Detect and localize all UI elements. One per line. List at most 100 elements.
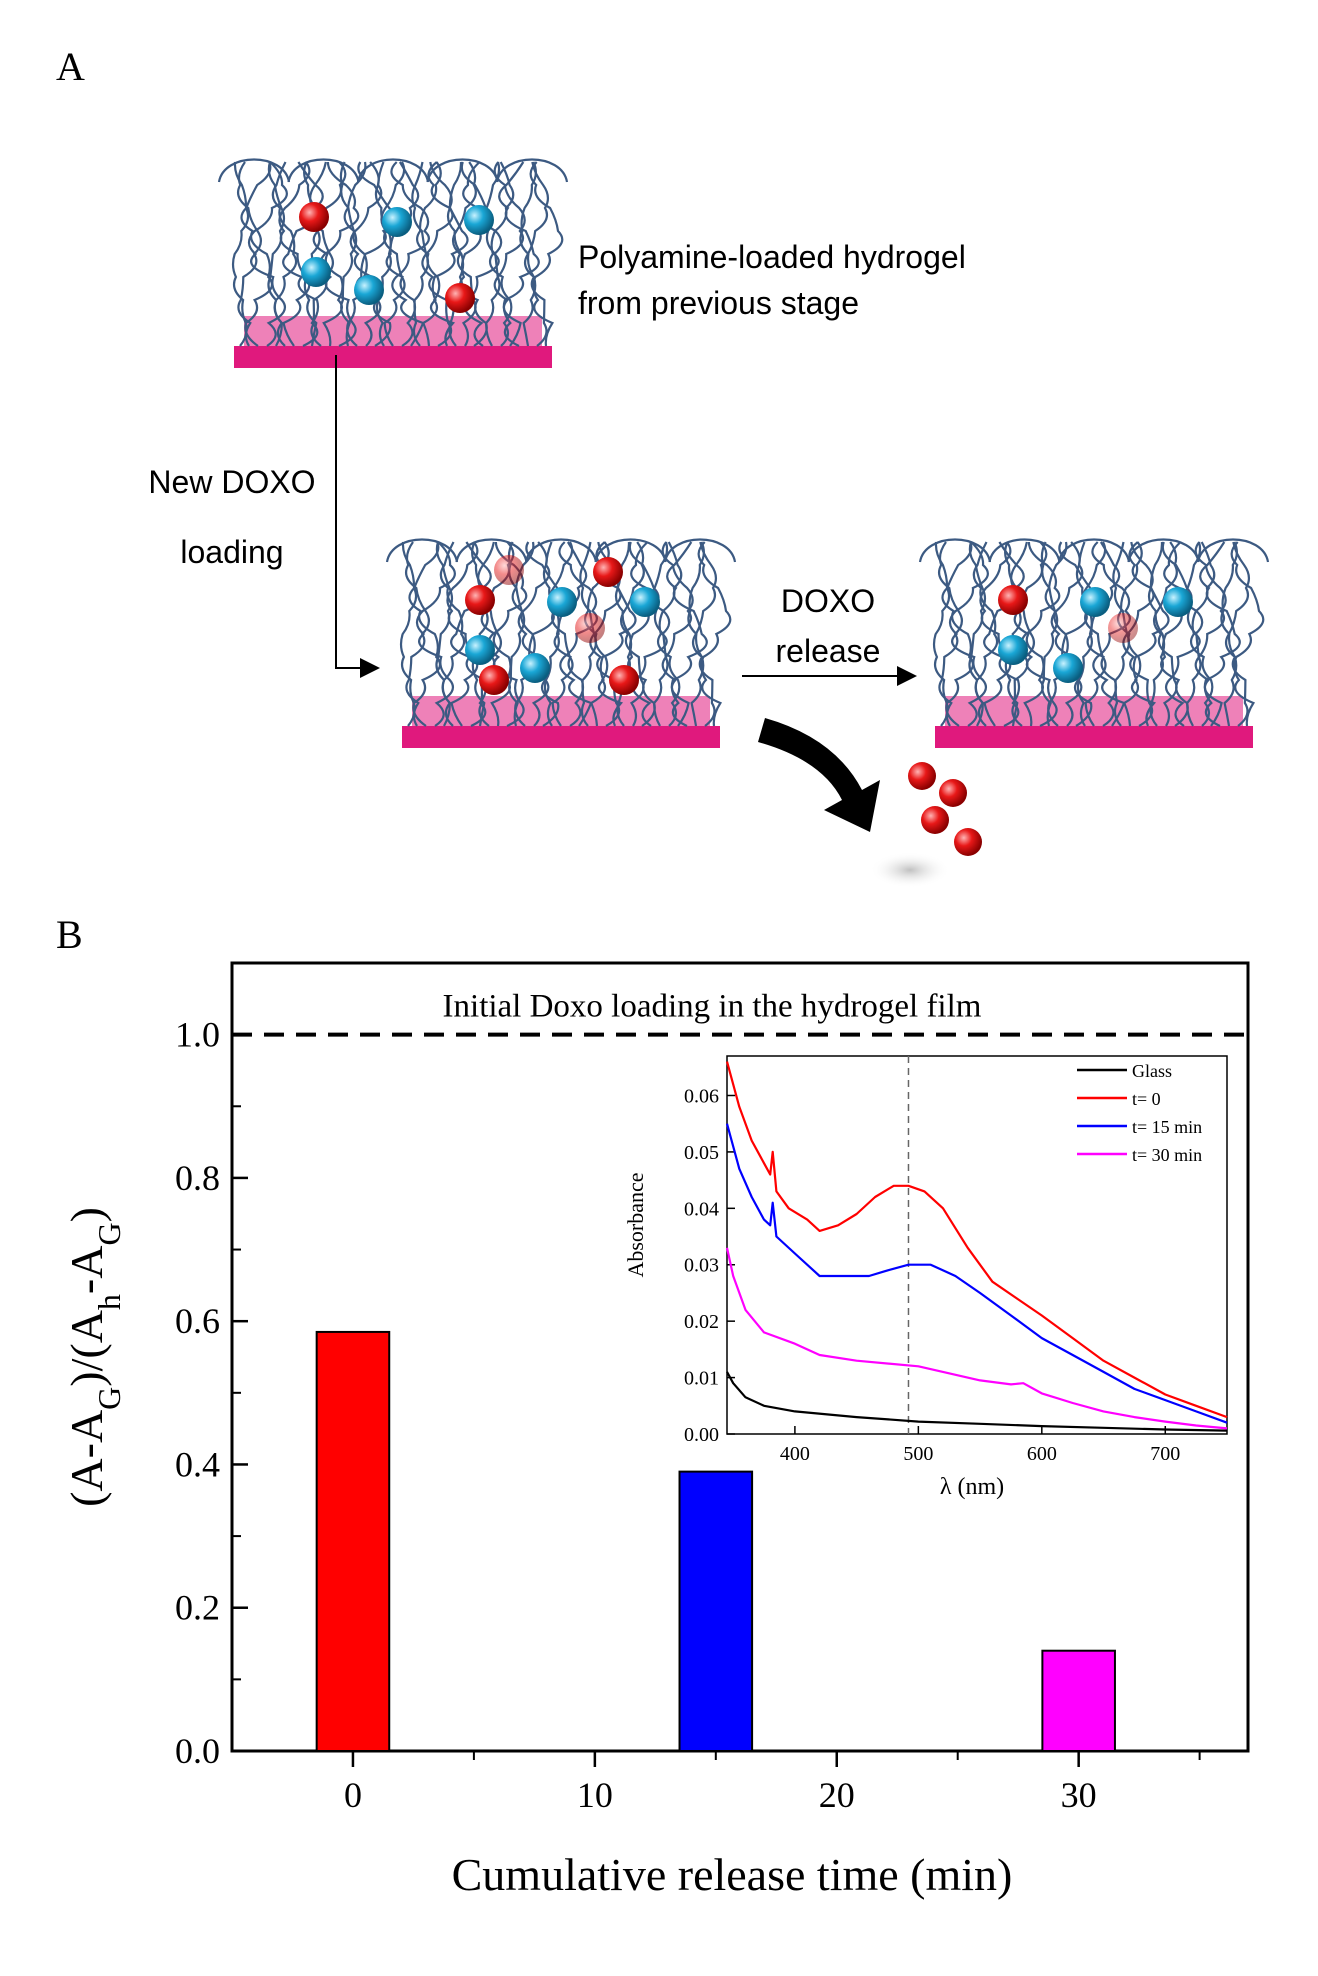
polymer-loop: [356, 158, 430, 183]
loading-connector-arrow: [335, 355, 380, 678]
released-doxo-particle: [954, 828, 982, 856]
doxo-molecule: [1108, 613, 1138, 643]
inset-y-tick-label: 0.06: [684, 1085, 719, 1107]
polymer-fiber: [650, 541, 669, 727]
polymer-loop: [385, 538, 459, 563]
doxo-molecule: [609, 665, 639, 695]
doxo-molecule: [465, 585, 495, 615]
y-axis-label: (A-AG)/(Ah-AG): [61, 1207, 127, 1507]
inset-x-tick-label: 600: [1027, 1443, 1057, 1465]
polymer-fiber: [385, 161, 420, 347]
polymer-fiber: [421, 161, 454, 347]
polymer-fiber: [542, 541, 560, 727]
polymer-fiber: [1050, 541, 1084, 727]
polymer-fiber: [278, 161, 311, 347]
panel-a-label: A: [56, 44, 85, 89]
polymer-fiber: [697, 541, 732, 727]
substrate-glow: [412, 696, 710, 728]
polyamine-molecule: [547, 587, 577, 617]
polymer-fiber: [691, 541, 717, 727]
inset-y-tick-label: 0.03: [684, 1255, 719, 1277]
polymer-fiber: [339, 161, 358, 347]
polymer-fiber: [1128, 541, 1170, 727]
doxo-molecule: [998, 585, 1028, 615]
polyamine-molecule: [520, 653, 550, 683]
doxo-molecule: [494, 555, 524, 585]
polyamine-molecule: [382, 207, 412, 237]
polymer-loop: [524, 538, 598, 563]
loading-label-line1: New DOXO: [148, 464, 315, 500]
polymer-fiber: [666, 541, 708, 727]
loading-label-line2: loading: [180, 534, 283, 570]
hydrogel-caption-line1: Polyamine-loaded hydrogel: [578, 239, 966, 275]
glass-substrate: [402, 726, 720, 748]
polymer-fiber: [459, 161, 492, 347]
polymer-fiber: [374, 161, 392, 347]
polymer-fibers: [385, 538, 737, 727]
spectrum-line-0: [726, 1371, 1228, 1432]
doxo-molecule: [479, 665, 509, 695]
polymer-fiber: [247, 161, 288, 347]
polymer-fiber: [1040, 541, 1059, 727]
legend-entry: t= 30 min: [1132, 1145, 1202, 1165]
release-label-line2: release: [776, 633, 881, 669]
polyamine-molecule: [630, 587, 660, 617]
bar-0-min: [315, 1330, 391, 1752]
hydrogel-film-loaded: [385, 538, 737, 748]
polyamine-molecule: [464, 205, 494, 235]
polymer-fiber: [1183, 541, 1202, 727]
initial-loading-label: Initial Doxo loading in the hydrogel fil…: [443, 989, 982, 1025]
released-doxo-particle: [921, 806, 949, 834]
polymer-fiber: [972, 541, 999, 727]
y-tick-label: 0.2: [175, 1588, 220, 1628]
polymer-loop: [455, 538, 528, 563]
polymer-fiber: [1230, 541, 1265, 727]
polymer-loop: [1057, 538, 1131, 563]
polymer-fiber: [416, 161, 442, 347]
polymer-fiber: [282, 161, 324, 347]
glass-substrate: [935, 726, 1253, 748]
polyamine-molecule: [998, 635, 1028, 665]
y-tick-label: 0.6: [175, 1301, 220, 1341]
polymer-fiber: [446, 541, 479, 727]
polymer-fiber: [1086, 541, 1121, 727]
polymer-loop: [663, 538, 737, 563]
polymer-fiber: [271, 161, 298, 347]
polymer-fiber: [661, 541, 694, 727]
released-doxo-particle: [908, 762, 936, 790]
polymer-loop: [426, 158, 499, 183]
panel-b-label: B: [56, 912, 83, 957]
polymer-fiber: [380, 161, 406, 347]
polymer-fibers: [217, 158, 569, 347]
polymer-fiber: [523, 161, 549, 347]
polyamine-molecule: [1163, 587, 1193, 617]
inset-background: [727, 1056, 1227, 1434]
inset-x-tick-label: 500: [903, 1443, 933, 1465]
polymer-fiber: [553, 541, 588, 727]
x-tick-label: 0: [344, 1775, 362, 1815]
polymer-fiber: [1160, 541, 1193, 727]
polymer-fiber: [477, 541, 503, 727]
substrate-glow: [244, 316, 542, 348]
legend-entry: t= 15 min: [1132, 1117, 1202, 1137]
polymer-fiber: [1004, 541, 1022, 727]
polymer-fiber: [983, 541, 1025, 727]
polyamine-molecule: [465, 635, 495, 665]
release-label-line1: DOXO: [781, 583, 875, 619]
released-particle-shadow: [870, 852, 950, 888]
inset-y-tick-label: 0.02: [684, 1311, 719, 1333]
polymer-fiber: [450, 541, 492, 727]
polymer-fiber: [941, 541, 974, 727]
polymer-fiber: [1081, 541, 1107, 727]
doxo-molecule: [299, 202, 329, 232]
polymer-fiber: [240, 161, 273, 347]
y-tick-label: 0.8: [175, 1158, 220, 1198]
inset-x-tick-label: 700: [1150, 1443, 1180, 1465]
hydrogel-film-initial: [217, 158, 569, 368]
substrate-glow: [945, 696, 1243, 728]
polymer-fiber: [493, 161, 526, 347]
legend-entry: t= 0: [1132, 1089, 1161, 1109]
polymer-fiber: [948, 541, 989, 727]
polymer-fiber: [1224, 541, 1250, 727]
inset-y-tick-label: 0.05: [684, 1142, 719, 1164]
